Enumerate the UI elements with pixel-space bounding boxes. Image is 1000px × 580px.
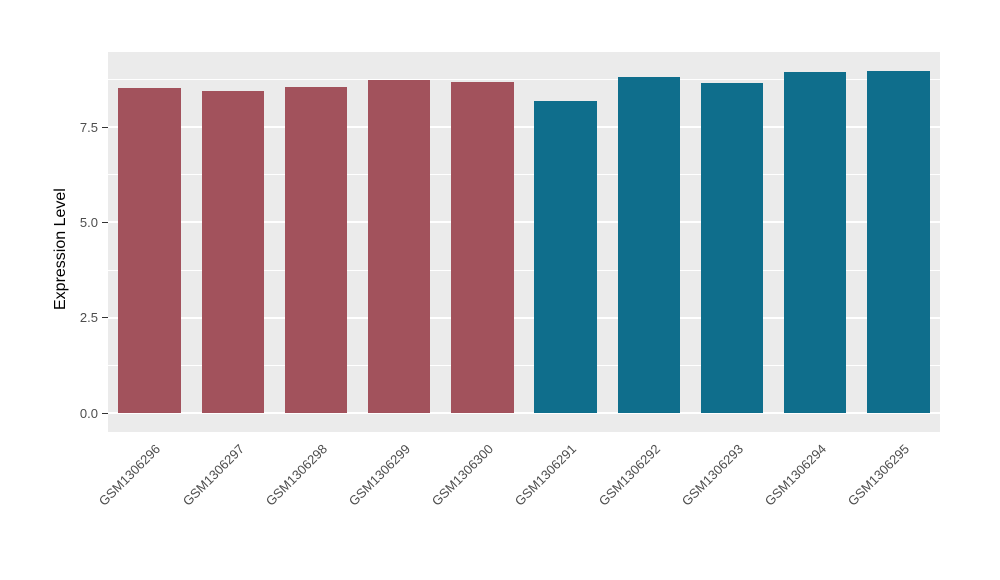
bar-GSM1306292: [617, 77, 680, 413]
x-tick-label: GSM1306299: [345, 441, 414, 509]
y-tick-mark: [102, 317, 108, 319]
x-tick-label: GSM1306296: [96, 441, 164, 509]
bar-GSM1306297: [201, 91, 264, 413]
bar-GSM1306300: [451, 82, 514, 413]
minor-gridline: [108, 269, 940, 271]
y-tick-label: 0.0: [79, 405, 98, 421]
bar-GSM1306298: [284, 86, 348, 413]
x-tick-label: GSM1306298: [262, 441, 330, 509]
x-tick-label: GSM1306294: [761, 441, 830, 509]
y-tick-label: 2.5: [79, 310, 98, 326]
bar-GSM1306294: [784, 72, 847, 413]
bar-GSM1306299: [368, 80, 431, 413]
bar-GSM1306295: [867, 71, 930, 413]
y-tick-label: 7.5: [79, 119, 98, 135]
y-tick-mark: [102, 126, 108, 128]
y-tick-mark: [102, 412, 108, 414]
x-tick-label: GSM1306295: [844, 441, 913, 509]
y-tick-label: 5.0: [79, 214, 98, 230]
y-axis-title: Expression Level: [52, 188, 69, 310]
plot-panel: [108, 52, 940, 432]
x-tick-label: GSM1306297: [179, 441, 247, 509]
x-tick-label: GSM1306300: [428, 441, 497, 509]
x-tick-label: GSM1306291: [512, 441, 580, 509]
major-gridline: [108, 126, 940, 128]
major-gridline: [108, 412, 940, 414]
y-tick-mark: [102, 221, 108, 223]
x-tick-label: GSM1306293: [678, 441, 746, 509]
bar-GSM1306296: [118, 88, 181, 413]
bar-GSM1306293: [700, 82, 764, 413]
major-gridline: [108, 221, 940, 224]
bar-GSM1306291: [534, 101, 597, 413]
major-gridline: [108, 316, 940, 319]
x-tick-label: GSM1306292: [595, 441, 663, 509]
minor-gridline: [108, 174, 940, 176]
minor-gridline: [108, 364, 940, 366]
minor-gridline: [108, 78, 940, 80]
